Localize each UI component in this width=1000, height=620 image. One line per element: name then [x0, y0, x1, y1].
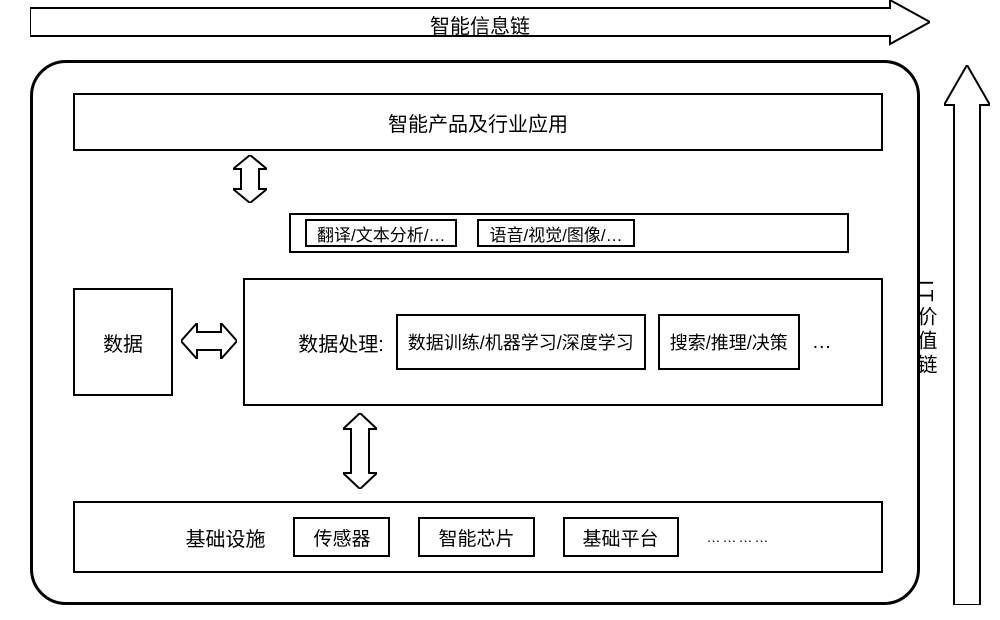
infra-item-chip-label: 智能芯片	[438, 524, 514, 551]
infra-item-sensor: 传感器	[293, 517, 390, 557]
layer2-item-nlp: 翻译/文本分析/…	[305, 219, 457, 247]
processing-sub-search: 搜索/推理/决策	[658, 314, 800, 370]
infra-label: 基础设施	[185, 523, 265, 552]
layer2-item-nlp-label: 翻译/文本分析/…	[317, 221, 445, 246]
layer2-box: 翻译/文本分析/… 语音/视觉/图像/…	[289, 213, 849, 253]
main-container: 智能产品及行业应用 翻译/文本分析/… 语音/视觉/图像/… 数据 数据处理: …	[30, 60, 920, 605]
infra-item-chip: 智能芯片	[418, 517, 534, 557]
data-box-label: 数据	[103, 328, 143, 357]
top-arrow-label: 智能信息链	[30, 10, 930, 39]
infra-box: 基础设施 传感器 智能芯片 基础平台 …………	[73, 501, 883, 573]
processing-sub-ml-label: 数据训练/机器学习/深度学习	[408, 329, 634, 355]
processing-sub-ml: 数据训练/机器学习/深度学习	[396, 314, 646, 370]
apps-label: 智能产品及行业应用	[388, 108, 568, 137]
data-box: 数据	[73, 288, 173, 396]
arrow-data-proc	[181, 323, 237, 359]
arrow-apps-layer2	[233, 155, 267, 203]
layer2-item-vision-label: 语音/视觉/图像/…	[489, 221, 622, 246]
arrow-proc-infra	[343, 413, 377, 489]
apps-box: 智能产品及行业应用	[73, 93, 883, 151]
infra-item-sensor-label: 传感器	[313, 524, 370, 551]
processing-box: 数据处理: 数据训练/机器学习/深度学习 搜索/推理/决策 …	[243, 278, 883, 406]
infra-item-platform: 基础平台	[563, 517, 679, 557]
processing-sub-search-label: 搜索/推理/决策	[670, 329, 788, 355]
processing-label: 数据处理:	[294, 328, 384, 357]
infra-item-platform-label: 基础平台	[583, 524, 659, 551]
infra-dots: …………	[707, 529, 771, 545]
layer2-item-vision: 语音/视觉/图像/…	[477, 219, 634, 247]
top-arrow: 智能信息链	[30, 0, 930, 48]
processing-dots: …	[812, 331, 832, 354]
right-arrow	[944, 65, 990, 605]
